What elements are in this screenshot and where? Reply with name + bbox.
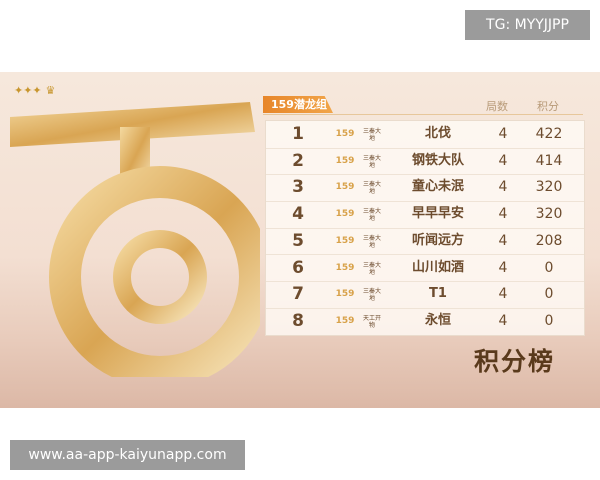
score: 320 xyxy=(535,179,563,196)
url-watermark: www.aa-app-kaiyunapp.com xyxy=(10,440,245,470)
rank: 8 xyxy=(292,310,304,331)
score: 208 xyxy=(535,232,563,249)
team-badge-icon: 159 xyxy=(335,182,355,193)
server: 三秦大地 xyxy=(363,181,382,196)
team-name: 永恒 xyxy=(424,312,451,328)
rank: 1 xyxy=(292,124,304,144)
server: 三秦大地 xyxy=(363,128,382,142)
rank: 2 xyxy=(292,150,304,171)
score: 0 xyxy=(544,312,554,329)
server: 三秦大地 xyxy=(363,288,382,303)
table-row: 2 159 三秦大地 钢铁大队 4 414 xyxy=(266,148,584,176)
server: 三秦大地 xyxy=(363,208,382,223)
table-row: 1 159 三秦大地 北伐 4 422 xyxy=(266,121,584,149)
team-name: T1 xyxy=(429,286,447,302)
games: 4 xyxy=(498,206,508,223)
score: 0 xyxy=(544,286,554,303)
rank: 4 xyxy=(292,204,304,225)
game-logo: ✦✦✦ ♛ xyxy=(14,84,56,97)
server: 三秦大地 xyxy=(363,234,382,249)
games: 4 xyxy=(498,259,508,276)
team-badge-icon: 159 xyxy=(335,209,355,220)
rank: 6 xyxy=(292,257,304,278)
table-row: 4 159 三秦大地 早早早安 4 320 xyxy=(266,201,584,229)
rank: 5 xyxy=(292,230,304,251)
telegram-watermark: TG: MYYJJPP xyxy=(465,10,590,40)
team-name: 听闻远方 xyxy=(411,232,464,248)
table-row: 6 159 三秦大地 山川如酒 4 0 xyxy=(266,255,584,283)
team-badge-icon: 159 xyxy=(335,315,355,326)
table-row: 7 159 三秦大地 T1 4 0 xyxy=(266,281,584,309)
server: 三秦大地 xyxy=(363,261,382,276)
team-name: 山川如酒 xyxy=(411,259,464,275)
table-row: 3 159 三秦大地 童心未泯 4 320 xyxy=(266,174,584,203)
score: 414 xyxy=(535,152,563,169)
table-row: 8 159 天工开物 永恒 4 0 xyxy=(266,308,584,335)
score: 422 xyxy=(535,126,563,142)
group-tab: 159潜龙组 xyxy=(263,96,333,113)
header-score: 积分 xyxy=(537,100,559,113)
rank: 3 xyxy=(292,177,304,198)
server: 三秦大地 xyxy=(363,154,382,169)
games: 4 xyxy=(498,232,508,249)
gold-emblem-icon xyxy=(10,102,260,377)
team-badge-icon: 159 xyxy=(335,289,355,300)
games: 4 xyxy=(498,286,508,303)
board-title: 积分榜 xyxy=(474,347,556,376)
team-name: 北伐 xyxy=(424,126,451,141)
games: 4 xyxy=(498,312,508,329)
leaderboard-image: ✦✦✦ ♛ 159潜龙组 局数 积分 1 159 三秦大地 北伐 4 422 2 159 三秦… xyxy=(0,72,600,408)
table-row: 5 159 三秦大地 听闻远方 4 208 xyxy=(266,228,584,256)
score: 320 xyxy=(535,206,563,223)
team-badge-icon: 159 xyxy=(335,235,355,246)
games: 4 xyxy=(498,126,508,142)
team-badge-icon: 159 xyxy=(335,129,355,139)
header-divider xyxy=(263,114,583,115)
team-name: 早早早安 xyxy=(411,206,464,222)
team-badge-icon: 159 xyxy=(335,262,355,273)
server: 天工开物 xyxy=(363,314,382,329)
score: 0 xyxy=(544,259,554,276)
team-badge-icon: 159 xyxy=(335,155,355,166)
games: 4 xyxy=(498,179,508,196)
standings-table: 1 159 三秦大地 北伐 4 422 2 159 三秦大地 钢铁大队 4 414 3 159 三秦大地… xyxy=(265,120,585,336)
games: 4 xyxy=(498,152,508,169)
team-name: 童心未泯 xyxy=(411,179,464,195)
header-games: 局数 xyxy=(486,100,508,113)
rank: 7 xyxy=(292,284,304,305)
team-name: 钢铁大队 xyxy=(411,152,464,168)
